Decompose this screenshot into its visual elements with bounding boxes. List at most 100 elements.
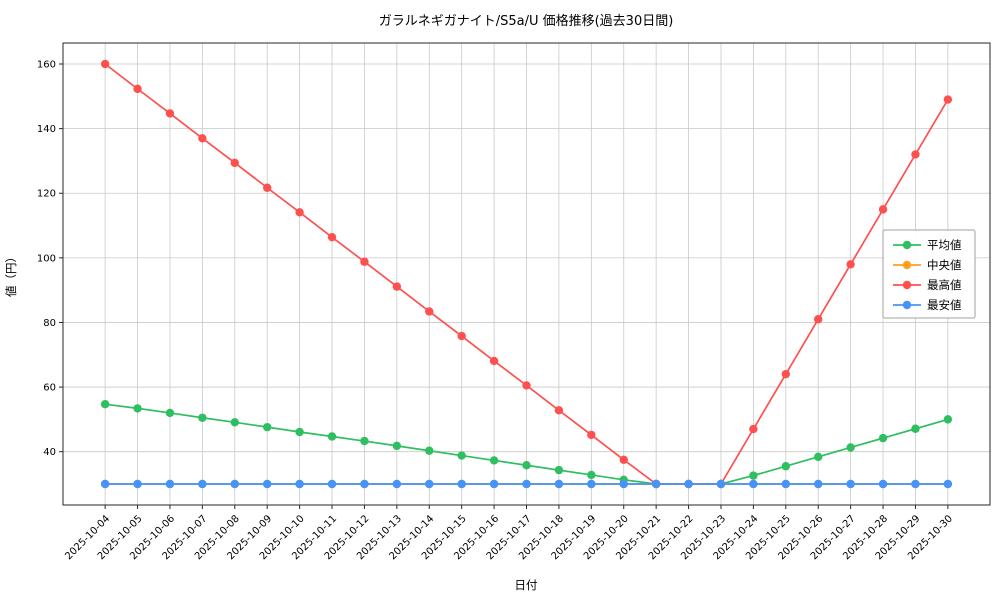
point-max-2025-10-14 xyxy=(425,307,434,316)
point-max-2025-10-18 xyxy=(554,406,564,415)
point-avg-2025-10-16 xyxy=(489,456,499,465)
x-axis-label: 日付 xyxy=(515,578,538,592)
legend-marker-min xyxy=(902,300,912,310)
point-avg-2025-10-04 xyxy=(100,400,110,409)
point-min-2025-10-15 xyxy=(457,479,466,489)
point-avg-2025-10-07 xyxy=(198,413,207,422)
point-min-2025-10-20 xyxy=(619,479,628,489)
point-min-2025-10-12 xyxy=(360,479,369,489)
y-tick-label: 60 xyxy=(43,383,56,394)
point-min-2025-10-24 xyxy=(749,479,758,489)
series-min xyxy=(100,479,953,489)
point-min-2025-10-07 xyxy=(198,479,207,489)
point-max-2025-10-24 xyxy=(749,424,758,434)
point-max-2025-10-13 xyxy=(392,282,402,291)
legend-item-median: 中央値 xyxy=(893,258,962,272)
point-avg-2025-10-11 xyxy=(327,432,337,441)
y-tick-label: 140 xyxy=(37,124,56,135)
point-avg-2025-10-29 xyxy=(911,424,920,433)
legend-label-median: 中央値 xyxy=(927,258,962,272)
point-avg-2025-10-26 xyxy=(814,452,823,462)
x-axis: 2025-10-042025-10-052025-10-062025-10-07… xyxy=(63,505,955,562)
point-min-2025-10-25 xyxy=(781,479,791,489)
point-avg-2025-10-14 xyxy=(425,446,434,455)
point-min-2025-10-16 xyxy=(489,479,499,489)
point-avg-2025-10-17 xyxy=(522,461,531,470)
point-avg-2025-10-19 xyxy=(587,470,596,480)
point-avg-2025-10-27 xyxy=(846,443,855,452)
point-avg-2025-10-08 xyxy=(230,418,239,427)
point-avg-2025-10-24 xyxy=(749,471,758,480)
point-max-2025-10-28 xyxy=(878,205,888,214)
point-max-2025-10-07 xyxy=(198,134,207,143)
legend-item-max: 最高値 xyxy=(893,278,962,292)
point-max-2025-10-16 xyxy=(489,356,499,366)
point-max-2025-10-26 xyxy=(814,315,823,324)
point-max-2025-10-17 xyxy=(522,381,531,390)
point-avg-2025-10-13 xyxy=(392,441,402,451)
legend-marker-max xyxy=(902,280,912,290)
point-max-2025-10-09 xyxy=(262,183,272,192)
y-tick-label: 160 xyxy=(37,60,56,71)
point-max-2025-10-06 xyxy=(165,109,175,118)
point-avg-2025-10-09 xyxy=(262,422,272,432)
legend-marker-median xyxy=(902,260,912,270)
point-avg-2025-10-28 xyxy=(878,433,888,443)
legend-marker-avg xyxy=(902,240,912,250)
point-min-2025-10-08 xyxy=(230,479,239,489)
point-min-2025-10-11 xyxy=(327,479,337,489)
point-min-2025-10-13 xyxy=(392,479,402,489)
point-min-2025-10-05 xyxy=(133,479,142,489)
y-tick-label: 120 xyxy=(37,189,56,200)
point-max-2025-10-12 xyxy=(360,257,369,266)
legend-label-min: 最安値 xyxy=(927,298,962,312)
point-min-2025-10-17 xyxy=(522,479,531,489)
point-avg-2025-10-15 xyxy=(457,451,466,460)
point-max-2025-10-15 xyxy=(457,331,466,341)
point-avg-2025-10-18 xyxy=(554,465,564,475)
y-tick-label: 80 xyxy=(43,318,56,329)
point-avg-2025-10-12 xyxy=(360,436,369,446)
legend-label-max: 最高値 xyxy=(927,278,962,292)
point-avg-2025-10-25 xyxy=(781,462,791,471)
point-avg-2025-10-30 xyxy=(943,415,953,424)
y-tick-label: 40 xyxy=(43,447,56,458)
point-min-2025-10-28 xyxy=(878,479,888,489)
point-avg-2025-10-06 xyxy=(165,408,175,418)
point-min-2025-10-29 xyxy=(911,479,920,489)
legend-item-min: 最安値 xyxy=(893,298,962,312)
point-avg-2025-10-10 xyxy=(295,427,304,437)
legend-item-avg: 平均値 xyxy=(893,238,962,252)
point-min-2025-10-04 xyxy=(100,479,110,489)
point-min-2025-10-14 xyxy=(425,479,434,489)
legend-box xyxy=(882,229,976,319)
point-max-2025-10-27 xyxy=(846,260,855,269)
point-min-2025-10-23 xyxy=(716,479,726,489)
point-max-2025-10-30 xyxy=(943,95,953,104)
point-max-2025-10-05 xyxy=(133,84,142,94)
point-max-2025-10-10 xyxy=(295,208,304,217)
point-min-2025-10-10 xyxy=(295,479,304,489)
point-max-2025-10-25 xyxy=(781,369,791,379)
point-min-2025-10-27 xyxy=(846,479,855,489)
series-avg xyxy=(100,400,953,489)
grid xyxy=(63,43,990,505)
point-max-2025-10-29 xyxy=(911,150,920,159)
y-tick-label: 100 xyxy=(37,253,56,264)
point-min-2025-10-18 xyxy=(554,479,564,489)
y-axis: 40 60 80 100 120 140 160 xyxy=(37,60,63,458)
chart-title: ガラルネギガナイト/S5a/U 価格推移(過去30日間) xyxy=(379,13,674,29)
point-min-2025-10-21 xyxy=(651,479,661,489)
point-max-2025-10-20 xyxy=(619,455,628,464)
point-avg-2025-10-05 xyxy=(133,404,142,413)
point-min-2025-10-30 xyxy=(943,479,953,489)
point-max-2025-10-08 xyxy=(230,158,239,168)
point-min-2025-10-09 xyxy=(262,479,272,489)
legend-label-avg: 平均値 xyxy=(927,238,962,252)
point-min-2025-10-06 xyxy=(165,479,175,489)
point-min-2025-10-22 xyxy=(684,479,693,489)
point-min-2025-10-19 xyxy=(587,479,596,489)
point-min-2025-10-26 xyxy=(814,479,823,489)
